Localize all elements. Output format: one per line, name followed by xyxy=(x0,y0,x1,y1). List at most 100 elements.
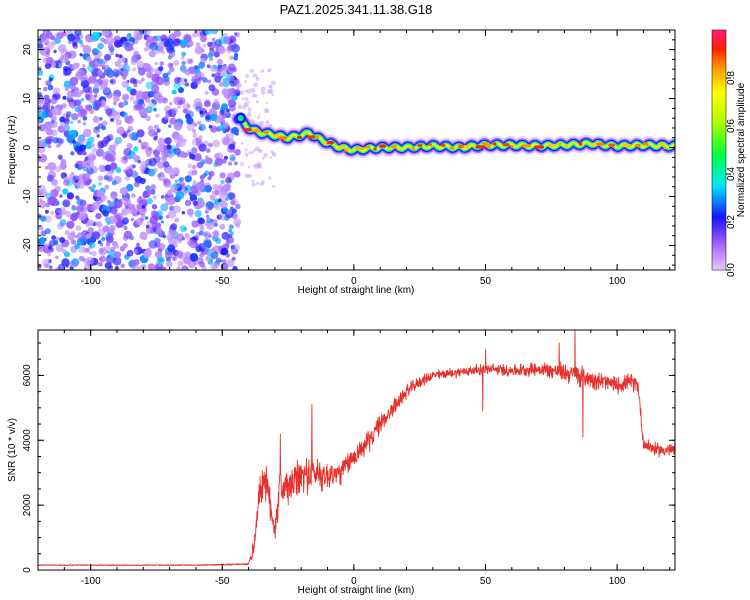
noise-blob xyxy=(141,205,146,209)
noise-blob xyxy=(82,64,86,68)
noise-blob xyxy=(52,87,61,95)
noise-blob xyxy=(48,246,52,250)
noise-blob xyxy=(97,58,104,65)
noise-blob xyxy=(101,120,108,127)
noise-blob xyxy=(169,173,175,179)
noise-blob xyxy=(141,144,146,150)
ridge-peak xyxy=(243,128,252,132)
noise-blob xyxy=(109,246,116,252)
noise-blob xyxy=(126,33,132,38)
noise-blob xyxy=(196,199,206,208)
noise-blob xyxy=(173,81,181,90)
noise-blob xyxy=(111,180,117,186)
noise-blob xyxy=(129,164,135,170)
noise-blob xyxy=(193,153,202,162)
ridge-peak xyxy=(397,147,401,151)
noise-blob xyxy=(177,105,181,109)
noise-blob xyxy=(149,42,159,51)
noise-blob xyxy=(126,86,132,92)
noise-blob xyxy=(171,107,178,114)
noise-blob xyxy=(157,258,165,266)
noise-blob xyxy=(160,220,164,224)
noise-blob xyxy=(64,230,70,236)
noise-blob xyxy=(239,162,244,167)
noise-blob xyxy=(99,242,104,247)
noise-blob xyxy=(168,170,173,175)
noise-blob xyxy=(163,161,170,168)
noise-blob xyxy=(91,184,97,189)
noise-blob xyxy=(217,198,222,203)
noise-blob xyxy=(76,180,85,189)
noise-blob xyxy=(214,189,220,196)
noise-blob xyxy=(90,61,99,69)
noise-blob xyxy=(42,86,48,92)
noise-blob xyxy=(230,206,234,210)
noise-blob xyxy=(82,150,87,156)
noise-blob xyxy=(79,144,87,152)
noise-blob xyxy=(229,55,234,61)
noise-blob xyxy=(221,103,228,111)
noise-blob xyxy=(108,41,112,46)
noise-blob xyxy=(86,56,92,62)
x-tick-label: -50 xyxy=(215,576,230,587)
noise-blob xyxy=(204,157,212,165)
ridge-peak xyxy=(417,143,423,147)
x-tick-label: -100 xyxy=(81,276,101,287)
noise-blob xyxy=(181,60,186,66)
noise-blob xyxy=(75,225,82,232)
noise-blob xyxy=(108,144,116,153)
noise-blob xyxy=(223,139,228,144)
noise-blob xyxy=(212,37,216,41)
noise-blob xyxy=(231,256,236,261)
noise-blob xyxy=(251,179,255,183)
noise-blob xyxy=(227,87,237,97)
noise-blob xyxy=(66,192,74,200)
noise-blob xyxy=(221,64,228,71)
noise-blob xyxy=(77,135,86,145)
ridge-peak xyxy=(492,142,497,146)
noise-blob xyxy=(153,90,157,94)
noise-blob xyxy=(247,112,252,117)
noise-blob xyxy=(243,79,247,83)
noise-blob xyxy=(193,180,197,184)
noise-blob xyxy=(176,266,181,270)
noise-blob xyxy=(125,205,129,210)
snr-frame xyxy=(37,329,676,571)
noise-blob xyxy=(102,225,110,233)
noise-blob xyxy=(106,36,114,45)
noise-blob xyxy=(93,94,98,98)
noise-blob xyxy=(265,120,270,125)
noise-blob xyxy=(136,60,145,69)
noise-blob xyxy=(133,83,138,88)
noise-blob xyxy=(50,115,57,122)
spectrogram-marks xyxy=(38,30,675,270)
ridge-peak xyxy=(548,143,556,147)
noise-blob xyxy=(214,39,222,47)
noise-blob xyxy=(190,229,194,234)
noise-blob xyxy=(207,52,213,58)
noise-blob xyxy=(143,47,148,52)
noise-blob xyxy=(121,217,129,225)
noise-blob xyxy=(109,224,116,232)
noise-blob xyxy=(139,165,146,172)
noise-blob xyxy=(105,153,114,162)
noise-blob xyxy=(87,136,95,144)
noise-blob xyxy=(147,146,152,152)
noise-blob xyxy=(184,233,190,238)
noise-blob xyxy=(161,266,167,270)
noise-blob xyxy=(174,77,181,84)
noise-blob xyxy=(197,217,204,224)
noise-blob xyxy=(184,199,192,207)
noise-blob xyxy=(70,213,78,222)
noise-blob xyxy=(62,188,69,195)
noise-blob xyxy=(207,176,212,181)
noise-blob xyxy=(185,117,194,125)
noise-blob xyxy=(194,210,202,218)
noise-blob xyxy=(195,42,201,47)
noise-blob xyxy=(101,236,106,242)
noise-blob xyxy=(202,231,211,239)
noise-blob xyxy=(122,155,128,161)
noise-blob xyxy=(151,84,160,93)
noise-blob xyxy=(205,214,210,219)
noise-blob xyxy=(258,113,261,116)
